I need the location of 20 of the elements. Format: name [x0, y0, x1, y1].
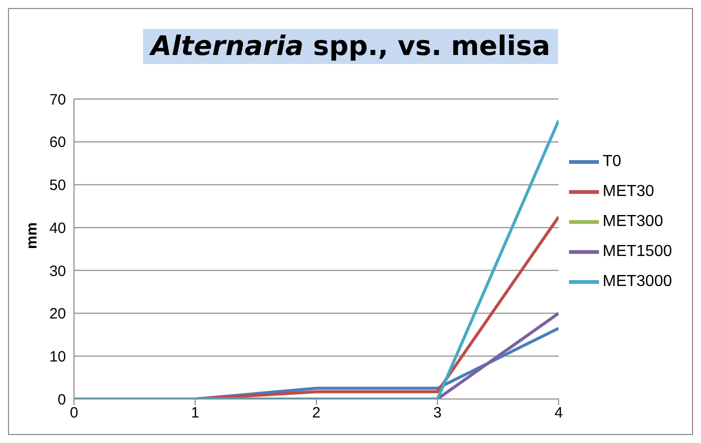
legend-label: MET1500 — [602, 242, 672, 260]
y-axis-title: mm — [23, 222, 40, 249]
legend-label: T0 — [602, 152, 622, 170]
x-tick-label: 2 — [312, 404, 320, 422]
y-tick-label: 40 — [49, 220, 66, 237]
x-tick-label: 0 — [70, 404, 78, 422]
y-tick-label: 70 — [49, 91, 66, 108]
y-tick-label: 60 — [49, 134, 66, 152]
legend-label: MET3000 — [602, 272, 672, 290]
y-tick-label: 30 — [49, 262, 66, 280]
y-tick-label: 50 — [49, 177, 66, 194]
y-tick-label: 20 — [49, 306, 66, 323]
legend-label: MET300 — [602, 212, 664, 230]
x-tick-label: 1 — [190, 404, 200, 422]
x-tick-label: 3 — [433, 404, 442, 422]
x-tick-label: 4 — [554, 404, 563, 422]
y-tick-label: 10 — [49, 348, 66, 366]
y-tick-label: 0 — [58, 391, 66, 408]
chart-title: Alternaria spp., vs. melisa — [142, 29, 558, 64]
legend-label: MET30 — [602, 182, 654, 200]
